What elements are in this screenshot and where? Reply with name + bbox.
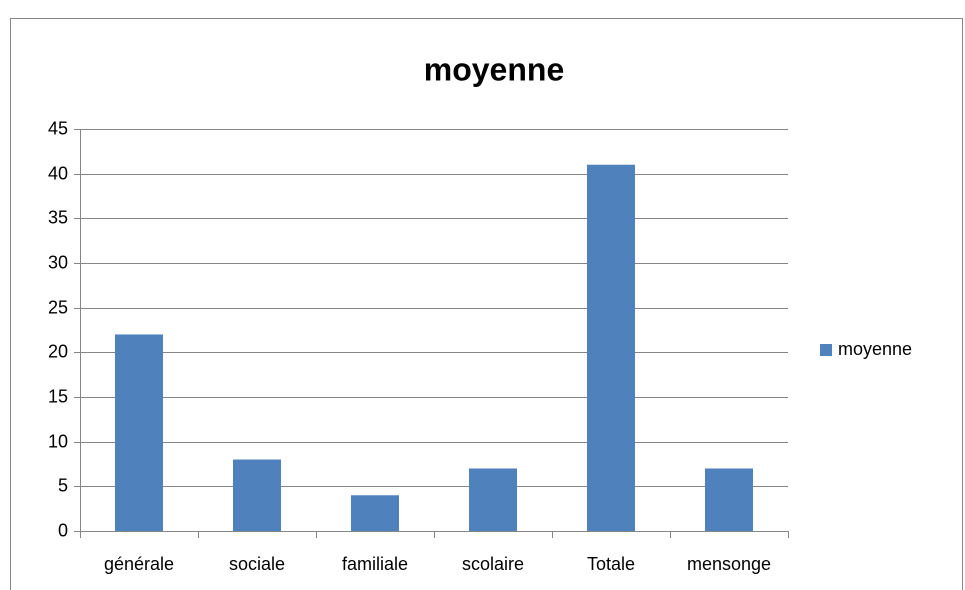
x-tick-label: familiale xyxy=(342,554,408,574)
bar xyxy=(587,164,635,531)
bar xyxy=(469,468,517,531)
bar xyxy=(351,495,399,531)
y-tick-label: 20 xyxy=(48,341,68,361)
legend-swatch xyxy=(820,344,832,356)
y-tick-label: 5 xyxy=(58,475,68,495)
chart-title: moyenne xyxy=(424,51,564,87)
x-tick-label: générale xyxy=(104,554,174,574)
x-tick-label: sociale xyxy=(229,554,285,574)
y-tick-label: 25 xyxy=(48,297,68,317)
y-tick-label: 10 xyxy=(48,431,68,451)
bar xyxy=(233,459,281,531)
bar xyxy=(705,468,753,531)
y-tick-label: 45 xyxy=(48,118,68,138)
y-tick-label: 0 xyxy=(58,520,68,540)
y-tick-label: 15 xyxy=(48,386,68,406)
x-tick-label: Totale xyxy=(587,554,635,574)
y-tick-label: 35 xyxy=(48,207,68,227)
x-tick-label: mensonge xyxy=(687,554,771,574)
x-tick-label: scolaire xyxy=(462,554,524,574)
bar xyxy=(115,334,163,531)
legend-label: moyenne xyxy=(838,339,912,359)
y-tick-label: 40 xyxy=(48,163,68,183)
y-tick-label: 30 xyxy=(48,252,68,272)
